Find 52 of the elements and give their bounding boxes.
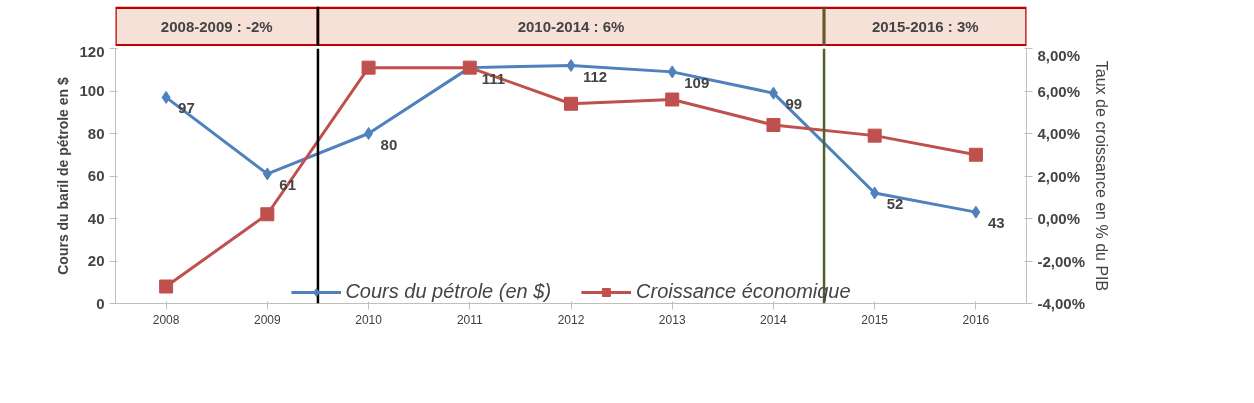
data-label: 97 bbox=[178, 99, 195, 117]
y2-tick-label: 4,00% bbox=[1037, 125, 1081, 142]
point bbox=[870, 186, 880, 200]
x-tick-label: 2009 bbox=[253, 312, 282, 327]
y-tick-label: 100 bbox=[79, 82, 105, 99]
point bbox=[971, 205, 981, 219]
y-tick-label: 20 bbox=[87, 252, 105, 269]
point bbox=[260, 207, 275, 222]
x-tick-label: 2015 bbox=[861, 312, 889, 327]
x-tick-label: 2013 bbox=[658, 312, 686, 327]
data-label: 112 bbox=[583, 67, 608, 85]
x-tick-label: 2011 bbox=[456, 312, 484, 327]
point bbox=[361, 60, 376, 75]
y2-axis-title: Taux de croissance en % du PIB bbox=[1093, 60, 1111, 292]
y-tick-label: 60 bbox=[87, 167, 105, 184]
data-label: 43 bbox=[987, 214, 1005, 232]
y-tick-label: 40 bbox=[87, 209, 105, 227]
point bbox=[665, 92, 680, 107]
point bbox=[867, 128, 882, 143]
x-tick-label: 2012 bbox=[557, 312, 585, 327]
x-tick-label: 2008 bbox=[152, 312, 180, 327]
point bbox=[768, 86, 778, 100]
y-tick-label: 0 bbox=[96, 294, 105, 312]
y2-tick-label: -2,00% bbox=[1037, 252, 1086, 270]
y2-tick-label: 6,00% bbox=[1037, 82, 1081, 100]
text: 2015-2016 : 3% bbox=[871, 18, 979, 35]
x-tick-label: 2010 bbox=[355, 312, 383, 327]
point bbox=[766, 118, 781, 132]
text: 2010-2014 : 6% bbox=[517, 18, 625, 35]
data-label: 109 bbox=[684, 73, 710, 91]
y2-tick-label: 0,00% bbox=[1037, 210, 1081, 227]
data-label: 52 bbox=[886, 195, 904, 212]
text: 2008-2009 : -2% bbox=[160, 18, 273, 35]
point bbox=[564, 96, 578, 111]
y2-tick-label: 2,00% bbox=[1037, 167, 1081, 185]
data-label: 80 bbox=[380, 135, 398, 153]
point bbox=[667, 65, 677, 79]
point bbox=[161, 90, 171, 104]
point bbox=[262, 167, 272, 181]
y2-tick-label: 8,00% bbox=[1037, 46, 1081, 64]
point bbox=[968, 147, 983, 162]
point bbox=[364, 127, 374, 140]
point bbox=[159, 279, 174, 294]
point bbox=[566, 59, 576, 72]
y-axis-title: Cours du baril de pétrole en $ bbox=[55, 76, 72, 275]
legend-label: Cours du pétrole (en $) bbox=[345, 280, 552, 303]
data-label: 99 bbox=[785, 95, 803, 113]
y-tick-label: 120 bbox=[79, 42, 105, 60]
x-tick-label: 2014 bbox=[760, 312, 788, 327]
y-tick-label: 80 bbox=[87, 124, 105, 142]
y2-tick-label: -4,00% bbox=[1037, 295, 1086, 312]
x-tick-label: 2016 bbox=[962, 312, 990, 327]
